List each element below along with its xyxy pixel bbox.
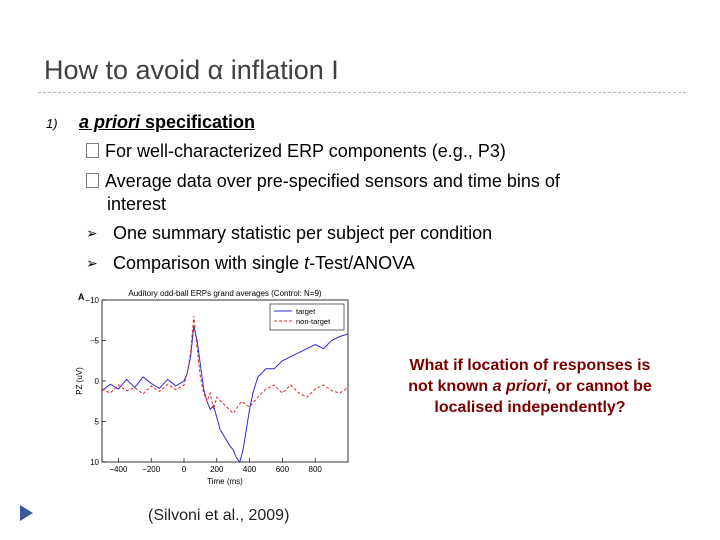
arrow-bullet-2-italic: t	[304, 253, 310, 273]
arrow-bullet-1-text: One summary statistic per subject per co…	[113, 223, 493, 243]
legend-label-non-target: non-target	[296, 317, 331, 326]
x-tick-label: −400	[109, 465, 128, 474]
title-divider	[38, 92, 686, 93]
y-tick-label: 5	[95, 418, 100, 427]
sub-bullet-2-continuation: interest	[107, 194, 167, 214]
series-line-non-target	[101, 316, 349, 415]
erp-chart: A Auditory odd-ball ERPs grand averages (…	[75, 289, 349, 486]
slide-title: How to avoid α inflation I	[44, 55, 339, 85]
callout-question: What if location of responses is not kno…	[380, 355, 680, 418]
panel-label: A	[78, 292, 85, 302]
sub-bullet-1-text: For well-characterized ERP components (e…	[105, 141, 506, 161]
series-line-target	[101, 325, 349, 464]
checkbox-bullet-icon	[86, 143, 99, 158]
callout-line-2: not known a priori, or cannot be	[408, 378, 652, 395]
slide-nav-triangle-icon[interactable]	[20, 505, 33, 521]
x-tick-label: 800	[309, 465, 323, 474]
callout-line-1: What if location of responses is	[409, 357, 651, 374]
legend-label-target: target	[296, 307, 316, 316]
sub-bullet-1: For well-characterized ERP components (e…	[86, 141, 506, 162]
heading-rest: specification	[140, 112, 256, 132]
x-tick-label: 600	[276, 465, 290, 474]
x-tick-label: 0	[182, 465, 187, 474]
arrow-bullet-2-text: Comparison with single t-Test/ANOVA	[113, 253, 415, 274]
y-tick-label: −10	[85, 296, 99, 305]
legend-box	[269, 303, 345, 331]
list-number: 1)	[46, 116, 58, 131]
checkbox-bullet-icon	[86, 173, 99, 188]
y-tick-label: −5	[90, 337, 100, 346]
y-tick-label: 0	[95, 377, 100, 386]
arrow-bullet-2-post: -Test/ANOVA	[309, 253, 415, 273]
x-tick-label: 400	[243, 465, 257, 474]
sub-bullet-2: Average data over pre-specified sensors …	[86, 171, 560, 192]
callout-line-3: localised independently?	[434, 399, 626, 416]
x-tick-label: 200	[210, 465, 224, 474]
x-axis-label: Time (ms)	[207, 477, 243, 486]
section-heading: a priori specification	[79, 112, 255, 133]
arrow-bullet-2-pre: Comparison with single	[113, 253, 305, 273]
arrow-bullet-icon: ➢	[86, 255, 98, 271]
sub-bullet-2-text: Average data over pre-specified sensors …	[105, 171, 560, 191]
chart-title: Auditory odd-ball ERPs grand averages (C…	[128, 289, 322, 298]
arrow-bullet-icon: ➢	[86, 225, 98, 241]
citation: (Silvoni et al., 2009)	[148, 507, 290, 524]
y-tick-label: 10	[90, 458, 99, 467]
y-axis-label: PZ (uV)	[75, 367, 84, 395]
heading-italic-term: a priori	[79, 112, 141, 132]
x-tick-label: −200	[142, 465, 161, 474]
